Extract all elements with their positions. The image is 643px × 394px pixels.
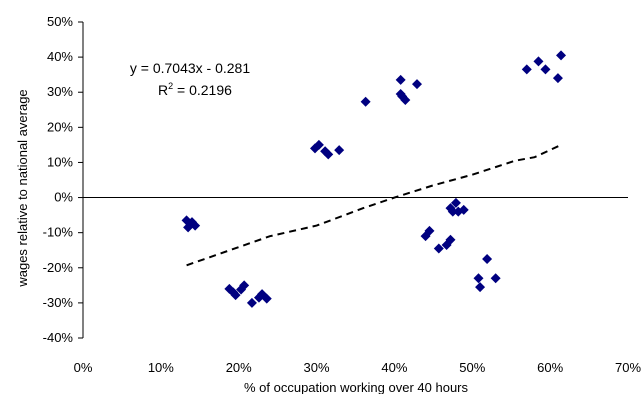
data-point (261, 293, 272, 304)
x-tick-label: 40% (381, 360, 407, 375)
data-point (323, 149, 334, 160)
data-point (400, 94, 411, 105)
x-tick-label: 10% (148, 360, 174, 375)
r-squared-superscript: 2 (168, 81, 173, 91)
data-point (230, 290, 241, 301)
data-point (473, 273, 484, 284)
data-point (533, 56, 544, 67)
y-tick-label: 20% (47, 119, 73, 134)
y-tick-label: -30% (43, 295, 74, 310)
y-tick-label: -10% (43, 225, 74, 240)
y-tick-label: 30% (47, 84, 73, 99)
r-squared-value: = 0.2196 (173, 82, 232, 98)
data-point (395, 74, 406, 85)
data-point (540, 64, 551, 75)
trendline (186, 143, 562, 267)
data-point (360, 96, 371, 107)
y-tick-label: 0% (54, 190, 73, 205)
data-point (334, 145, 345, 156)
x-axis-title: % of occupation working over 40 hours (244, 380, 469, 394)
data-point (482, 254, 493, 264)
data-points-layer (181, 50, 567, 308)
x-tick-label: 60% (537, 360, 563, 375)
y-tick-label: 50% (47, 14, 73, 29)
y-axis-title: wages relative to national average (15, 89, 30, 287)
data-point (246, 297, 257, 308)
x-tick-label: 50% (459, 360, 485, 375)
data-point (183, 222, 194, 233)
x-tick-label: 30% (304, 360, 330, 375)
data-point (313, 139, 324, 150)
y-tick-label: 10% (47, 154, 73, 169)
y-tick-label: -20% (43, 260, 74, 275)
data-point (424, 225, 435, 236)
data-point (447, 206, 458, 217)
data-point (239, 280, 250, 291)
r-squared-prefix: R (158, 82, 168, 98)
x-tick-label: 70% (615, 360, 641, 375)
regression-equation: y = 0.7043x - 0.281 (130, 60, 250, 76)
trendline-layer (186, 143, 562, 267)
data-point (190, 220, 201, 231)
x-tick-label: 0% (74, 360, 93, 375)
data-point (556, 50, 567, 61)
data-point (552, 73, 563, 84)
data-point (450, 197, 461, 208)
r-squared-label: R2 = 0.2196 (158, 81, 232, 98)
y-tick-label: 40% (47, 49, 73, 64)
data-point (412, 79, 423, 90)
data-point (433, 243, 444, 254)
data-point (475, 282, 486, 293)
data-point (458, 204, 469, 215)
plot-area (78, 21, 628, 339)
data-point (521, 64, 532, 75)
y-tick-label: -40% (43, 330, 74, 345)
data-point (490, 273, 501, 284)
tick-labels-layer: -40% -30% -20% -10% 0% 10% 20% 30% 40% 50% 0% 10% 20… (43, 14, 642, 375)
data-point (445, 234, 456, 245)
x-tick-label: 20% (226, 360, 252, 375)
